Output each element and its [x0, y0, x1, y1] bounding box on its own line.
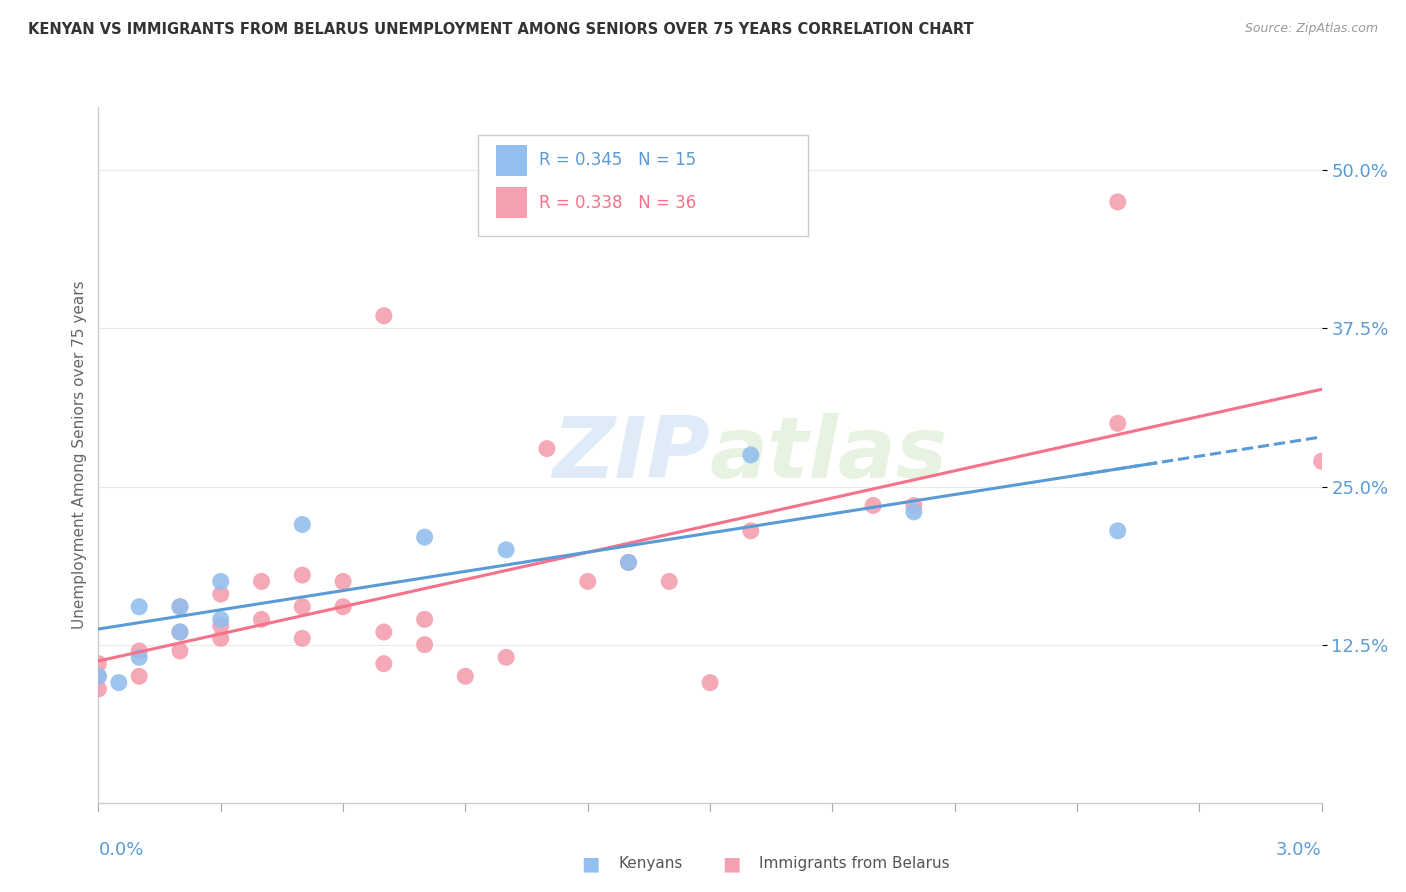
Point	[1107, 417, 1129, 431]
Point	[87, 681, 110, 696]
Point	[169, 644, 191, 658]
Point	[495, 542, 517, 557]
Point	[373, 657, 395, 671]
Point	[617, 556, 640, 570]
Point	[1107, 194, 1129, 209]
Text: atlas: atlas	[710, 413, 948, 497]
Point	[1310, 454, 1333, 468]
Point	[250, 612, 273, 626]
Point	[291, 568, 314, 582]
Point	[209, 574, 232, 589]
FancyBboxPatch shape	[496, 145, 527, 176]
Point	[332, 574, 354, 589]
Point	[108, 675, 131, 690]
Y-axis label: Unemployment Among Seniors over 75 years: Unemployment Among Seniors over 75 years	[72, 281, 87, 629]
Point	[413, 530, 436, 544]
Point	[209, 587, 232, 601]
Text: Immigrants from Belarus: Immigrants from Belarus	[759, 856, 950, 871]
Point	[291, 517, 314, 532]
Point	[128, 644, 150, 658]
Point	[128, 599, 150, 614]
Point	[87, 669, 110, 683]
Point	[128, 650, 150, 665]
FancyBboxPatch shape	[478, 135, 808, 235]
Point	[87, 657, 110, 671]
Point	[169, 599, 191, 614]
Text: Kenyans: Kenyans	[619, 856, 683, 871]
Text: ZIP: ZIP	[553, 413, 710, 497]
Text: ■: ■	[581, 854, 600, 873]
Point	[903, 499, 925, 513]
Point	[413, 638, 436, 652]
Point	[495, 650, 517, 665]
Point	[1107, 524, 1129, 538]
Text: ■: ■	[721, 854, 741, 873]
Point	[291, 632, 314, 646]
Point	[373, 625, 395, 640]
Point	[250, 574, 273, 589]
Point	[903, 505, 925, 519]
Point	[862, 499, 884, 513]
Point	[209, 618, 232, 632]
Point	[169, 599, 191, 614]
Point	[740, 524, 762, 538]
Text: R = 0.345   N = 15: R = 0.345 N = 15	[538, 152, 696, 169]
Text: R = 0.338   N = 36: R = 0.338 N = 36	[538, 194, 696, 211]
Point	[454, 669, 477, 683]
Point	[617, 556, 640, 570]
Point	[209, 632, 232, 646]
Point	[413, 612, 436, 626]
Point	[740, 448, 762, 462]
Text: KENYAN VS IMMIGRANTS FROM BELARUS UNEMPLOYMENT AMONG SENIORS OVER 75 YEARS CORRE: KENYAN VS IMMIGRANTS FROM BELARUS UNEMPL…	[28, 22, 974, 37]
Text: 3.0%: 3.0%	[1277, 841, 1322, 859]
Point	[332, 599, 354, 614]
Point	[87, 669, 110, 683]
Text: 0.0%: 0.0%	[98, 841, 143, 859]
FancyBboxPatch shape	[496, 187, 527, 219]
Point	[373, 309, 395, 323]
Point	[169, 625, 191, 640]
Point	[291, 599, 314, 614]
Point	[209, 612, 232, 626]
Point	[699, 675, 721, 690]
Point	[169, 625, 191, 640]
Point	[658, 574, 681, 589]
Point	[576, 574, 599, 589]
Point	[536, 442, 558, 456]
Text: Source: ZipAtlas.com: Source: ZipAtlas.com	[1244, 22, 1378, 36]
Point	[128, 669, 150, 683]
